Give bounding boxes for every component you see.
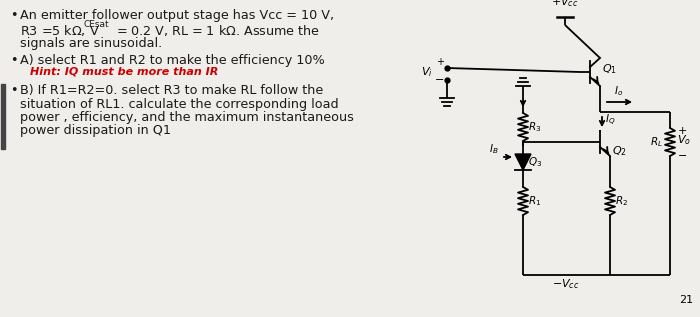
Text: •: • — [10, 54, 18, 67]
Text: •: • — [10, 9, 18, 22]
Text: $-V_{cc}$: $-V_{cc}$ — [552, 277, 580, 291]
Text: $V_o$: $V_o$ — [677, 133, 691, 147]
Text: power dissipation in Q1: power dissipation in Q1 — [20, 124, 171, 137]
Text: $-$: $-$ — [677, 149, 687, 159]
Text: = 0.2 V, RL = 1 k$\Omega$. Assume the: = 0.2 V, RL = 1 k$\Omega$. Assume the — [116, 23, 320, 38]
Text: Hint: IQ must be more than IR: Hint: IQ must be more than IR — [30, 67, 218, 77]
Text: −: − — [435, 75, 444, 85]
Text: $+$: $+$ — [677, 125, 687, 135]
Polygon shape — [515, 154, 531, 170]
Text: $I_o$: $I_o$ — [615, 84, 624, 98]
Text: A) select R1 and R2 to make the efficiency 10%: A) select R1 and R2 to make the efficien… — [20, 54, 325, 67]
Text: situation of RL1. calculate the corresponding load: situation of RL1. calculate the correspo… — [20, 98, 339, 111]
Text: $I_Q$: $I_Q$ — [605, 113, 615, 127]
Text: $I_B$: $I_B$ — [489, 142, 499, 156]
Text: CEsat: CEsat — [84, 20, 110, 29]
Text: $R_3$: $R_3$ — [528, 120, 541, 134]
Text: signals are sinusoidal.: signals are sinusoidal. — [20, 37, 162, 50]
Text: $R_2$: $R_2$ — [615, 194, 628, 208]
Text: An emitter follower output stage has Vcc = 10 V,: An emitter follower output stage has Vcc… — [20, 9, 334, 22]
Text: $Q_3$: $Q_3$ — [528, 155, 542, 169]
Bar — [1, 84, 5, 149]
Text: power , efficiency, and the maximum instantaneous: power , efficiency, and the maximum inst… — [20, 111, 354, 124]
Text: 21: 21 — [679, 295, 693, 305]
Text: •: • — [10, 84, 18, 97]
Text: $V_i$: $V_i$ — [421, 65, 433, 79]
Text: $R_1$: $R_1$ — [528, 194, 541, 208]
Text: $Q_2$: $Q_2$ — [612, 144, 627, 158]
Text: $+V_{cc}$: $+V_{cc}$ — [552, 0, 579, 9]
Text: $R_L$: $R_L$ — [650, 135, 663, 149]
Text: B) If R1=R2=0. select R3 to make RL follow the: B) If R1=R2=0. select R3 to make RL foll… — [20, 84, 323, 97]
Text: R3 =5 k$\Omega$, V: R3 =5 k$\Omega$, V — [20, 23, 99, 38]
Text: +: + — [436, 57, 444, 67]
Text: $Q_1$: $Q_1$ — [602, 62, 617, 76]
